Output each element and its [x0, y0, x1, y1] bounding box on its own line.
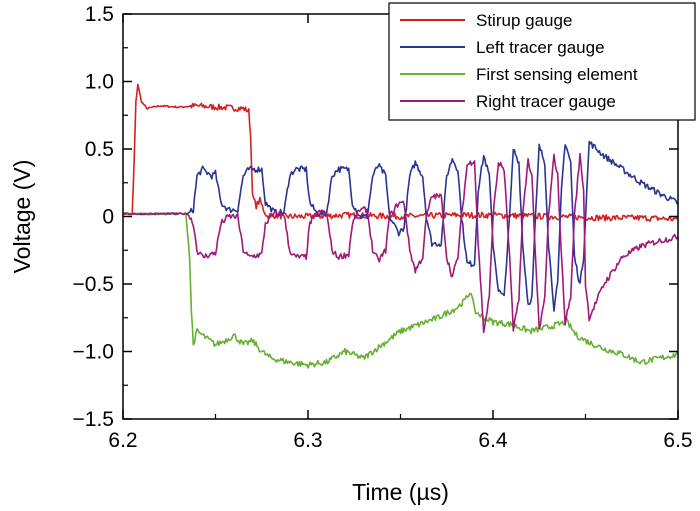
x-tick-label: 6.4 — [478, 429, 508, 452]
legend-label: Stirup gauge — [476, 11, 572, 30]
y-tick-label: 0.5 — [85, 138, 114, 161]
y-axis-title: Voltage (V) — [9, 160, 35, 274]
x-tick-label: 6.3 — [293, 429, 322, 452]
y-axis: 1.5 1.0 0.5 0 −0.5 −1.0 −1.5 — [73, 3, 678, 431]
series-line-2 — [122, 212, 679, 369]
legend-label: Right tracer gauge — [476, 92, 616, 111]
y-tick-label: 1.0 — [85, 71, 114, 94]
y-tick-label: 1.5 — [85, 3, 114, 26]
series-line-3 — [123, 152, 679, 334]
y-tick-label: −0.5 — [73, 273, 114, 296]
x-axis: 6.2 6.3 6.4 6.5 — [108, 14, 693, 452]
series-line-1 — [122, 140, 679, 312]
legend: Stirup gauge Left tracer gauge First sensi… — [388, 2, 696, 121]
x-tick-label: 6.2 — [108, 429, 137, 452]
legend-label: First sensing element — [476, 65, 638, 84]
x-tick-label: 6.5 — [663, 429, 692, 452]
x-axis-title: Time (µs) — [352, 479, 449, 505]
y-tick-label: −1.0 — [73, 341, 114, 364]
plot-lines — [122, 83, 679, 369]
y-tick-label: −1.5 — [73, 408, 114, 431]
legend-label: Left tracer gauge — [476, 38, 605, 57]
y-tick-label: 0 — [102, 206, 114, 229]
